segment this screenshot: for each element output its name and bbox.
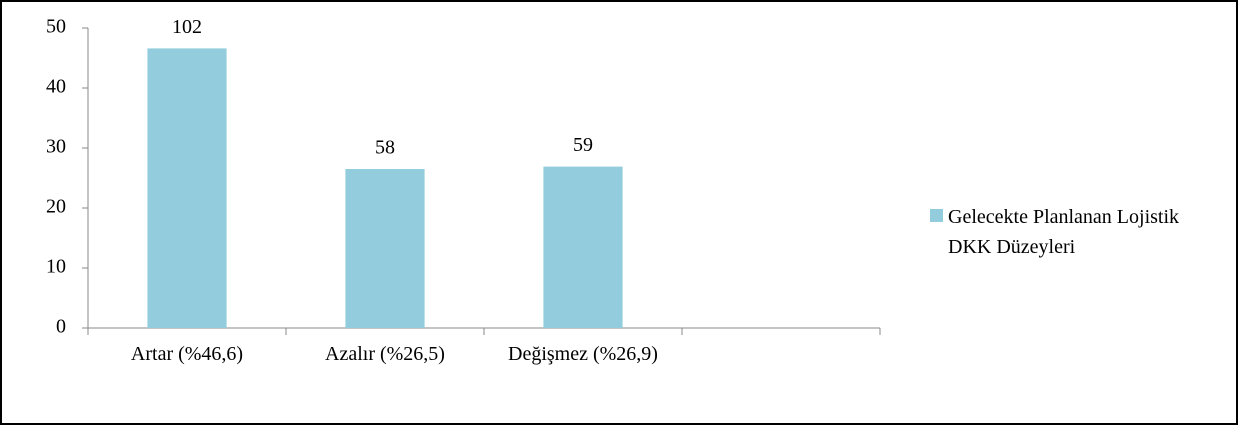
y-tick-label: 40 (46, 76, 66, 98)
y-tick-label: 20 (46, 196, 66, 218)
legend-label: Gelecekte Planlanan Lojistik DKK Düzeyle… (948, 206, 1180, 258)
data-label: 102 (172, 16, 202, 38)
y-tick-label: 50 (46, 16, 66, 38)
data-label: 59 (573, 134, 593, 156)
x-tick-label: Değişmez (%26,9) (508, 343, 658, 365)
bar (543, 166, 623, 328)
y-tick-label: 10 (46, 256, 66, 278)
bar (147, 48, 227, 329)
y-tick-label: 0 (56, 316, 66, 338)
bar (345, 169, 425, 328)
y-tick-label: 30 (46, 136, 66, 158)
x-tick-label: Artar (%46,6) (130, 343, 244, 365)
legend-swatch (930, 209, 943, 222)
data-label: 58 (375, 137, 395, 159)
x-tick-label: Azalır (%26,5) (325, 343, 445, 365)
